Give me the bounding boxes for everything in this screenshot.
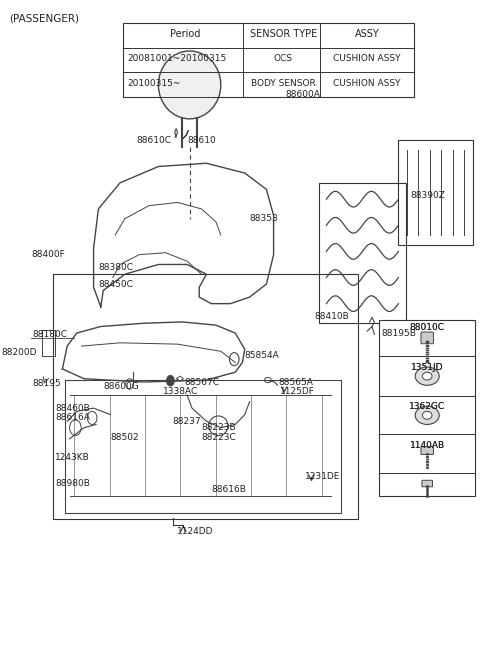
Text: 88010C: 88010C (410, 323, 444, 332)
Text: 88223C: 88223C (202, 433, 236, 442)
FancyBboxPatch shape (421, 332, 433, 343)
Text: 88616B: 88616B (211, 485, 246, 494)
Text: 20081001~20100315: 20081001~20100315 (127, 54, 227, 63)
Text: OCS: OCS (274, 54, 293, 63)
Text: 88616A: 88616A (55, 413, 90, 422)
Text: 88180C: 88180C (33, 330, 68, 340)
Text: CUSHION ASSY: CUSHION ASSY (334, 54, 401, 63)
Bar (123, 23, 414, 97)
Ellipse shape (422, 411, 432, 419)
Text: 1124DD: 1124DD (177, 527, 213, 536)
Text: 85854A: 85854A (245, 351, 279, 360)
Text: Period: Period (169, 29, 200, 39)
Text: BODY SENSOR: BODY SENSOR (251, 79, 315, 88)
Text: 1351JD: 1351JD (411, 363, 444, 372)
FancyBboxPatch shape (422, 481, 432, 487)
Text: 88567C: 88567C (185, 377, 220, 387)
Text: 88460B: 88460B (55, 404, 90, 413)
Text: 88610C: 88610C (137, 136, 172, 145)
Text: 1362GC: 1362GC (409, 402, 445, 411)
Text: 1243KB: 1243KB (55, 453, 90, 462)
Text: 1140AB: 1140AB (409, 441, 445, 450)
Text: 1351JD: 1351JD (411, 363, 444, 372)
Text: 88223B: 88223B (202, 423, 236, 432)
FancyBboxPatch shape (421, 447, 433, 454)
Text: 88380C: 88380C (98, 263, 133, 272)
Ellipse shape (158, 51, 221, 119)
Text: 1338AC: 1338AC (163, 387, 198, 396)
Text: 88502: 88502 (110, 433, 139, 442)
Text: 1362GC: 1362GC (409, 402, 445, 411)
Text: 88400F: 88400F (31, 250, 65, 259)
Text: 88195: 88195 (33, 379, 61, 388)
Bar (53, 274, 358, 519)
Text: 1125DF: 1125DF (280, 387, 315, 396)
Text: 88200D: 88200D (1, 348, 37, 357)
Bar (319, 183, 406, 323)
Text: 88980B: 88980B (55, 479, 90, 488)
Bar (398, 140, 473, 245)
Text: 1231DE: 1231DE (305, 472, 340, 481)
Text: 20100315~: 20100315~ (127, 79, 180, 88)
Text: 88195B: 88195B (382, 328, 417, 338)
Text: (PASSENGER): (PASSENGER) (10, 13, 80, 24)
Text: ASSY: ASSY (355, 29, 380, 39)
Text: 88410B: 88410B (314, 312, 349, 321)
Text: 88010C: 88010C (410, 323, 444, 332)
Text: 88237: 88237 (173, 417, 202, 426)
Ellipse shape (415, 367, 439, 385)
Text: 88600A: 88600A (286, 90, 321, 99)
Text: 88450C: 88450C (98, 279, 133, 289)
Text: 88390Z: 88390Z (410, 191, 445, 200)
Text: 88600G: 88600G (103, 382, 139, 391)
Text: 88610: 88610 (187, 136, 216, 145)
Ellipse shape (415, 406, 439, 424)
Text: 1140AB: 1140AB (409, 441, 445, 450)
Circle shape (167, 375, 174, 386)
Text: 88565A: 88565A (278, 377, 313, 387)
Text: 88353: 88353 (250, 214, 278, 223)
Text: CUSHION ASSY: CUSHION ASSY (334, 79, 401, 88)
Ellipse shape (422, 372, 432, 380)
Text: SENSOR TYPE: SENSOR TYPE (250, 29, 317, 39)
Bar (379, 320, 475, 496)
